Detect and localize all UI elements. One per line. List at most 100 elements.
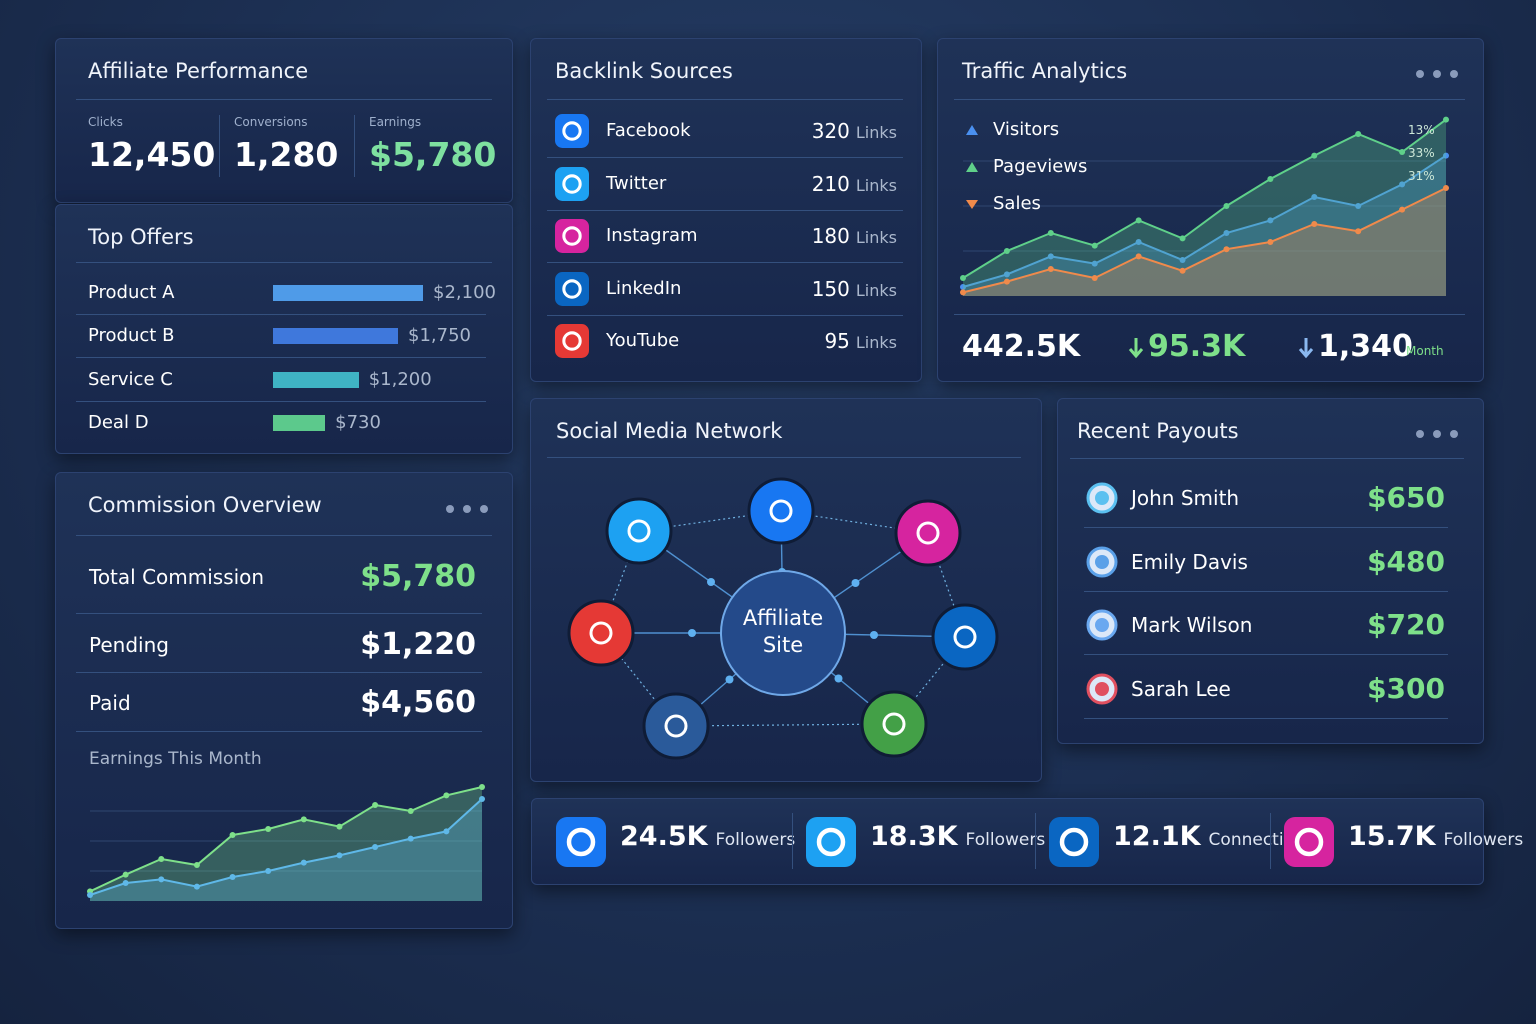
divider (547, 99, 903, 100)
data-point (1443, 185, 1449, 191)
panel-title: Traffic Analytics (962, 59, 1128, 83)
follower-label: Followers (715, 830, 796, 850)
data-point (1399, 181, 1406, 188)
traffic-analytics-panel: Traffic Analytics Visitors Pageviews Sales 1… (937, 38, 1484, 382)
data-point (1179, 257, 1186, 263)
follower-stat: 12.1K Connection (1113, 821, 1305, 852)
data-point (1003, 278, 1010, 285)
metric-value: $5,780 (369, 135, 497, 174)
link-dot (688, 629, 696, 637)
count-value: 320 (811, 119, 850, 143)
metric-value: 1,280 (234, 135, 339, 174)
menu-dot (463, 505, 471, 513)
icon-glyph (1294, 827, 1324, 857)
divider (76, 262, 492, 263)
data-point (1091, 275, 1098, 281)
count-unit: Links (855, 280, 897, 300)
source-name: Instagram (606, 225, 698, 246)
offer-name: Product A (88, 282, 175, 303)
payee-name: Emily Davis (1131, 549, 1248, 574)
divider (547, 209, 903, 211)
commission-label: Pending (89, 633, 169, 657)
panel-title: Top Offers (88, 225, 194, 249)
panel-title: Social Media Network (556, 419, 783, 443)
follower-stat: 18.3K Followers (870, 821, 1045, 852)
icon-glyph (562, 173, 582, 194)
offer-bar (273, 414, 326, 431)
panel-title: Backlink Sources (555, 59, 733, 83)
follower-count: 24.5K (620, 821, 708, 852)
series-line (89, 786, 483, 893)
node-glyph (882, 712, 906, 736)
divider (219, 115, 220, 177)
divider (1270, 813, 1271, 869)
avatar-core (1095, 681, 1109, 696)
line-chart (960, 116, 1449, 296)
data-point (1047, 230, 1054, 236)
link-dot (707, 578, 715, 586)
hub (720, 570, 846, 696)
menu-dot (480, 505, 488, 513)
follower-count: 12.1K (1113, 821, 1201, 852)
data-point (1047, 253, 1054, 260)
network-ring (893, 636, 966, 725)
data-point (372, 844, 379, 850)
stat-value: 442.5K (962, 329, 1081, 364)
data-point (1355, 203, 1362, 209)
count-value: 150 (811, 276, 850, 301)
series-line (962, 187, 1447, 294)
divider (1070, 458, 1464, 459)
follower-label: Followers (1443, 830, 1524, 850)
divider (76, 731, 482, 732)
divider (954, 314, 1465, 315)
stat-note: Month (1406, 344, 1444, 358)
data-point (1179, 235, 1186, 242)
payout-amount: $480 (1367, 544, 1445, 578)
data-point (372, 802, 379, 808)
trend-arrow (1128, 338, 1144, 359)
avatar-core (1095, 491, 1109, 505)
data-point (1311, 194, 1318, 200)
hub-label: Affiliate Site (742, 606, 824, 657)
commission-value: $5,780 (360, 559, 476, 594)
follower-label: Connection (1208, 830, 1305, 850)
data-point (443, 792, 450, 799)
metric-label: Clicks (88, 115, 123, 129)
menu-dot (1433, 430, 1441, 438)
menu-dot (1450, 430, 1458, 438)
legend-label: Visitors (993, 119, 1060, 140)
divider (76, 357, 486, 359)
top-offers-panel: Top Offers Product A $2,100 Product B $1,750… (55, 204, 513, 454)
divider (1084, 654, 1448, 655)
divider (1035, 813, 1036, 869)
divider (792, 813, 793, 869)
arrow (1298, 338, 1314, 359)
source-count: 150 Links (812, 277, 897, 301)
divider (547, 457, 1021, 458)
data-point (229, 874, 236, 880)
series-line (962, 154, 1447, 288)
chart-annotation: 31% (1408, 169, 1435, 183)
platform-icon (555, 166, 589, 201)
metric-label: Conversions (234, 115, 308, 129)
network-node (747, 477, 815, 545)
data-point (158, 876, 165, 883)
divider (547, 157, 903, 158)
node-glyph (664, 714, 688, 738)
payee-name: John Smith (1131, 486, 1240, 510)
menu-dot (1450, 70, 1458, 78)
payee-name: Mark Wilson (1131, 613, 1253, 637)
data-point (336, 823, 343, 830)
count-value: 210 (811, 171, 850, 196)
divider (76, 535, 492, 536)
icon-bg (555, 324, 589, 358)
payee-name: Sarah Lee (1131, 676, 1231, 701)
divider (76, 613, 482, 614)
network-node (894, 499, 962, 567)
icon-bg (555, 166, 589, 201)
data-point (1267, 176, 1274, 182)
recent-payouts-panel: Recent Payouts John Smith $650 Emily Davis $… (1057, 398, 1484, 744)
divider (1084, 590, 1448, 592)
data-point (1091, 242, 1098, 249)
